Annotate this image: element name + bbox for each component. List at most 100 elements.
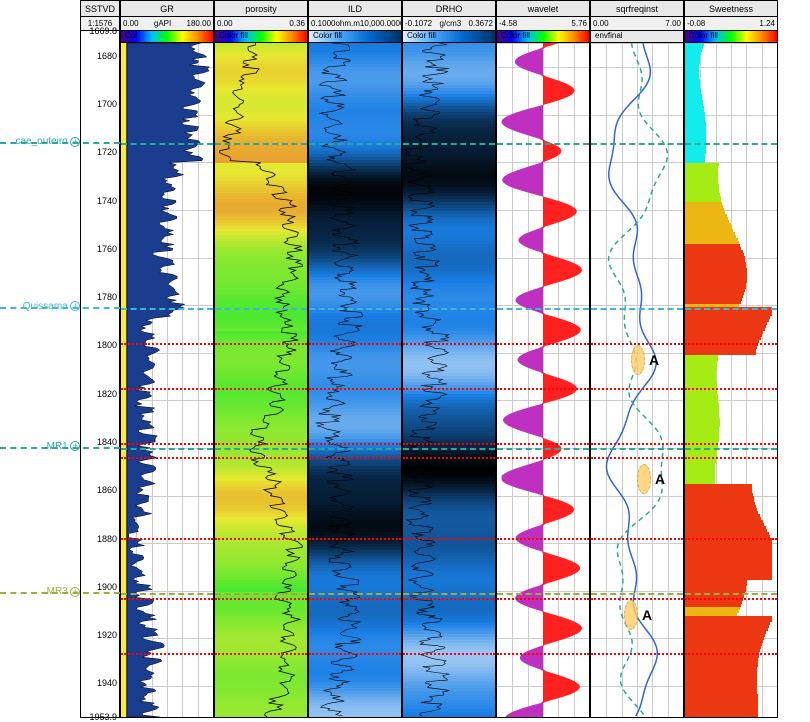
track-range: -0.1072g/cm30.3672 [403,17,495,31]
depth-tick: 1940 [97,678,117,688]
formation-labels-column: cae_outeiro+ Quissama+ MR1+ MR3+ [0,0,80,718]
marker-line [309,538,401,540]
track-porosity: porosity0.000.36Color fill [214,0,308,718]
formation-line [685,308,777,310]
marker-line [215,538,307,540]
track-header: porosity [215,1,307,17]
formation-line [215,308,307,310]
depth-tick: 1840 [97,437,117,447]
formation-line [121,448,213,450]
marker-line [497,443,589,445]
formation-line [497,143,589,145]
anomaly-marker [624,600,638,630]
formation-line [685,593,777,595]
formation-line [497,593,589,595]
formation-line [215,593,307,595]
formation-line [309,143,401,145]
marker-line [121,388,213,390]
marker-line [591,388,683,390]
track-sweetness: Sweetness-0.081.24Color fill [684,0,778,718]
formation-line [591,308,683,310]
track-range: -0.081.24 [685,17,777,31]
formation-line [591,593,683,595]
anomaly-label: A [655,471,665,487]
formation-line [403,143,495,145]
formation-line [497,448,589,450]
track-range: 0.007.00 [591,17,683,31]
marker-line [121,538,213,540]
formation-label: Quissama+ [23,301,78,312]
track-body [685,43,777,717]
marker-line [591,598,683,600]
marker-line [685,653,777,655]
marker-line [497,457,589,459]
marker-line [309,343,401,345]
marker-line [403,443,495,445]
track-body [309,43,401,717]
marker-line [215,443,307,445]
marker-line [497,343,589,345]
marker-line [685,457,777,459]
depth-tick: 1669.8 [89,26,117,36]
anomaly-label: A [642,607,652,623]
track-gr: GR0.00gAPI180.00Col [120,0,214,718]
track-body [403,43,495,717]
marker-line [685,598,777,600]
depth-tick: 1760 [97,244,117,254]
marker-line [121,343,213,345]
marker-line [309,388,401,390]
formation-line [685,448,777,450]
formation-line [403,448,495,450]
formation-label: MR1+ [47,441,78,452]
track-range: 0.00gAPI180.00 [121,17,213,31]
formation-label: cae_outeiro+ [15,136,78,147]
track-range: 0.1000ohm.m10,000.0000 [309,17,401,31]
marker-line [591,538,683,540]
track-body: A A A [591,43,683,717]
marker-line [215,598,307,600]
marker-line [685,343,777,345]
colorbar: Col [121,31,213,43]
marker-line [215,388,307,390]
formation-line [685,143,777,145]
depth-tick: 1680 [97,51,117,61]
anomaly-marker [637,464,651,494]
marker-line [309,598,401,600]
colorbar: Color fill [215,31,307,43]
colorbar: Color fill [497,31,589,43]
track-body [215,43,307,717]
colorbar: Color fill [309,31,401,43]
marker-line [497,598,589,600]
marker-line [685,443,777,445]
formation-label: MR3+ [47,586,78,597]
track-header: sqrfreqinst [591,1,683,17]
marker-line [591,343,683,345]
marker-line [497,653,589,655]
marker-line [591,457,683,459]
track-header: ILD [309,1,401,17]
marker-line [309,443,401,445]
formation-line [497,308,589,310]
depth-tick: 1720 [97,147,117,157]
track-range: -4.585.76 [497,17,589,31]
marker-line [121,653,213,655]
marker-line [403,343,495,345]
depth-tick: 1900 [97,582,117,592]
formation-line [121,143,213,145]
formation-line [591,448,683,450]
marker-line [309,457,401,459]
track-drho: DRHO-0.1072g/cm30.3672Color fill [402,0,496,718]
marker-line [403,538,495,540]
marker-line [403,653,495,655]
depth-tick: 1700 [97,99,117,109]
anomaly-label: A [649,352,659,368]
formation-line [403,308,495,310]
formation-line [309,308,401,310]
marker-line [215,343,307,345]
track-wavelet: wavelet-4.585.76Color fill [496,0,590,718]
depth-header: SSTVD [81,1,119,17]
formation-line [215,448,307,450]
formation-line [403,593,495,595]
depth-tick: 1880 [97,534,117,544]
marker-line [685,388,777,390]
